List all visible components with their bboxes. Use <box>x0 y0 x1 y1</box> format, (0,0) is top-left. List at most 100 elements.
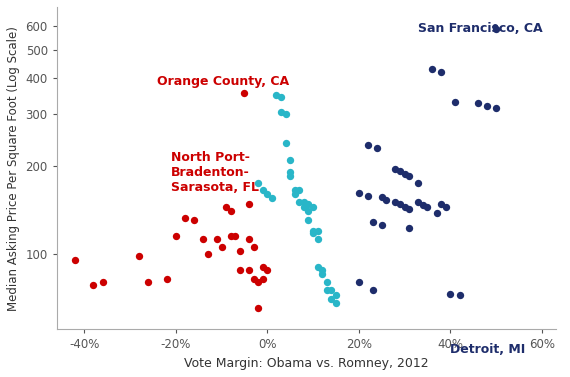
Point <box>455 292 464 298</box>
Point <box>441 204 450 210</box>
Point <box>258 276 267 282</box>
Point <box>377 194 386 200</box>
Point <box>355 279 364 285</box>
Point <box>235 267 245 273</box>
Point <box>286 173 295 179</box>
Point <box>446 291 455 297</box>
Point <box>276 93 286 100</box>
Point <box>304 201 313 207</box>
Point <box>295 187 304 193</box>
Point <box>432 210 441 216</box>
Point <box>249 276 258 282</box>
Point <box>473 100 482 106</box>
Point <box>331 292 340 298</box>
Point <box>304 218 313 224</box>
Point <box>308 204 317 210</box>
Point <box>295 199 304 205</box>
Point <box>254 305 263 311</box>
Point <box>355 190 364 196</box>
Point <box>313 228 322 234</box>
Point <box>98 279 107 285</box>
Point <box>162 276 171 282</box>
Point <box>414 199 423 205</box>
Point <box>331 300 340 306</box>
Point <box>313 264 322 270</box>
Point <box>491 105 500 111</box>
Point <box>135 253 144 259</box>
Point <box>245 236 254 242</box>
Point <box>437 201 446 207</box>
Point <box>304 208 313 214</box>
Point <box>235 248 245 254</box>
Point <box>245 267 254 273</box>
Point <box>222 204 231 210</box>
Point <box>327 287 336 293</box>
Point <box>428 66 437 72</box>
Point <box>400 204 409 210</box>
Point <box>423 204 432 210</box>
Point <box>258 264 267 270</box>
Text: •: • <box>489 20 500 38</box>
Point <box>391 199 400 205</box>
X-axis label: Vote Margin: Obama vs. Romney, 2012: Vote Margin: Obama vs. Romney, 2012 <box>184 357 429 370</box>
Point <box>391 166 400 172</box>
Point <box>254 180 263 186</box>
Point <box>377 222 386 228</box>
Point <box>213 236 222 242</box>
Point <box>364 193 373 199</box>
Point <box>299 204 308 210</box>
Point <box>405 225 414 231</box>
Point <box>203 251 213 257</box>
Point <box>276 109 286 115</box>
Point <box>405 206 414 212</box>
Point <box>414 180 423 186</box>
Point <box>240 90 249 96</box>
Point <box>368 219 377 225</box>
Point <box>491 26 500 32</box>
Point <box>418 202 428 208</box>
Point <box>373 145 382 151</box>
Point <box>144 279 153 285</box>
Text: San Francisco, CA: San Francisco, CA <box>418 22 547 35</box>
Text: Detroit, MI: Detroit, MI <box>450 343 526 356</box>
Point <box>258 187 267 193</box>
Point <box>396 168 405 174</box>
Point <box>313 236 322 242</box>
Point <box>263 267 272 273</box>
Point <box>322 287 331 293</box>
Point <box>491 352 500 358</box>
Point <box>231 233 240 239</box>
Point <box>450 99 459 105</box>
Point <box>290 187 299 193</box>
Point <box>189 218 198 224</box>
Point <box>267 195 276 201</box>
Point <box>199 236 208 242</box>
Y-axis label: Median Asking Price Per Square Foot (Log Scale): Median Asking Price Per Square Foot (Log… <box>7 26 20 311</box>
Point <box>254 279 263 285</box>
Point <box>171 233 180 239</box>
Point <box>382 197 391 203</box>
Point <box>400 171 409 177</box>
Point <box>299 199 308 205</box>
Point <box>226 208 235 214</box>
Point <box>327 296 336 302</box>
Point <box>281 111 290 117</box>
Point <box>396 201 405 207</box>
Point <box>482 103 491 109</box>
Point <box>290 191 299 197</box>
Point <box>272 92 281 98</box>
Point <box>71 257 80 263</box>
Point <box>317 267 327 273</box>
Point <box>226 233 235 239</box>
Point <box>180 215 189 221</box>
Point <box>217 244 226 250</box>
Point <box>281 139 290 146</box>
Point <box>405 173 414 179</box>
Text: North Port-
Bradenton-
Sarasota, FL: North Port- Bradenton- Sarasota, FL <box>171 151 259 194</box>
Point <box>263 191 272 197</box>
Point <box>249 244 258 250</box>
Point <box>245 201 254 207</box>
Point <box>322 279 331 285</box>
Point <box>437 69 446 75</box>
Point <box>286 156 295 162</box>
